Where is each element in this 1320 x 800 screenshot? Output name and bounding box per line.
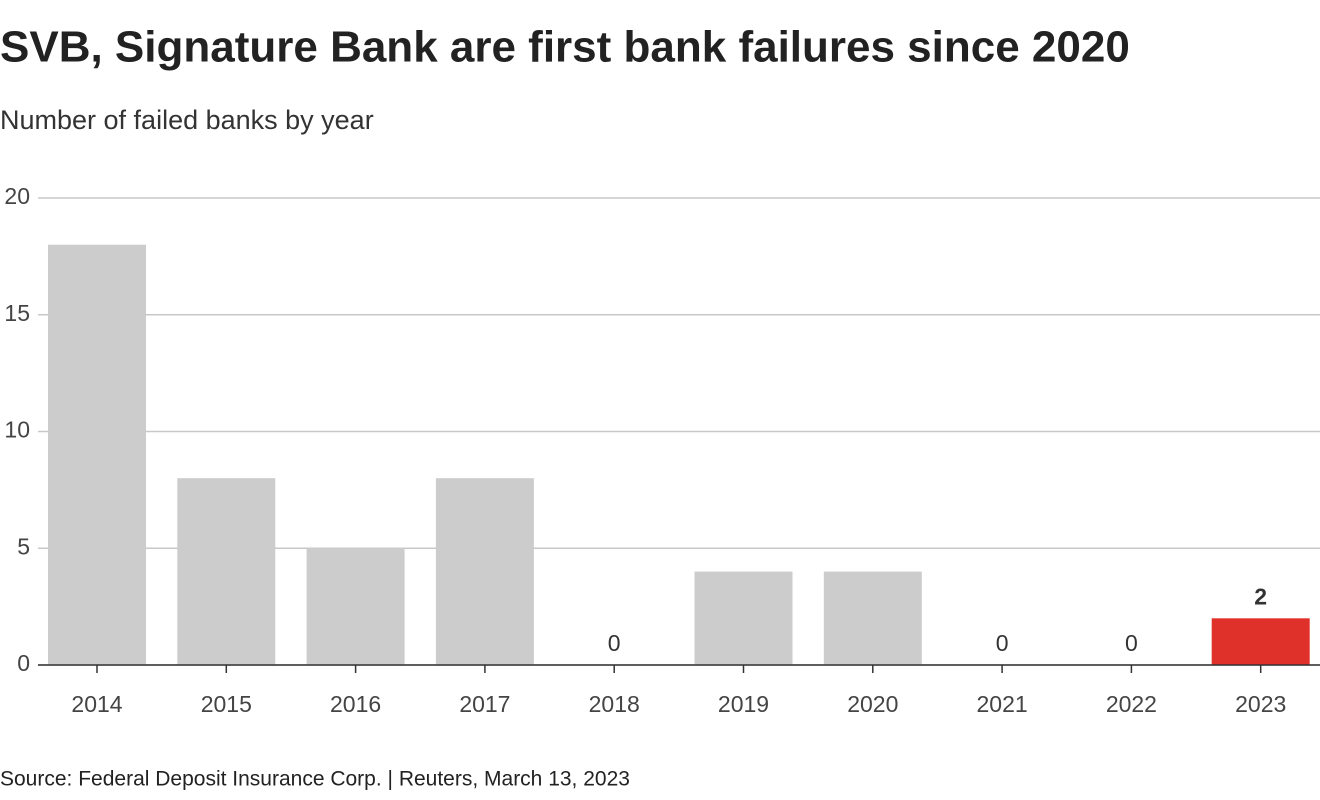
y-tick-label: 15 bbox=[4, 300, 30, 326]
chart-subtitle: Number of failed banks by year bbox=[0, 105, 374, 135]
bar bbox=[177, 478, 276, 665]
x-tick-label: 2022 bbox=[1106, 691, 1157, 717]
bar bbox=[823, 571, 922, 665]
x-tick-label: 2019 bbox=[718, 691, 769, 717]
y-tick-label: 20 bbox=[4, 183, 30, 209]
x-tick-label: 2020 bbox=[847, 691, 898, 717]
x-tick-label: 2021 bbox=[977, 691, 1028, 717]
data-label: 2 bbox=[1254, 583, 1267, 609]
bar bbox=[435, 478, 534, 665]
bar bbox=[48, 244, 146, 665]
x-tick-label: 2017 bbox=[459, 691, 510, 717]
x-tick-label: 2016 bbox=[330, 691, 381, 717]
x-tick-label: 2014 bbox=[71, 691, 122, 717]
x-tick-label: 2015 bbox=[201, 691, 252, 717]
y-tick-label: 10 bbox=[4, 417, 30, 443]
y-tick-label: 0 bbox=[17, 650, 30, 676]
y-tick-label: 5 bbox=[17, 533, 30, 559]
x-tick-label: 2023 bbox=[1235, 691, 1286, 717]
bar bbox=[1211, 618, 1310, 665]
chart-title: SVB, Signature Bank are first bank failu… bbox=[0, 23, 1130, 72]
data-label: 0 bbox=[996, 630, 1009, 656]
bar bbox=[306, 548, 405, 665]
bar bbox=[694, 571, 793, 665]
source-note: Source: Federal Deposit Insurance Corp. … bbox=[0, 768, 630, 791]
x-tick-label: 2018 bbox=[589, 691, 640, 717]
data-label: 0 bbox=[608, 630, 621, 656]
data-label: 0 bbox=[1125, 630, 1138, 656]
